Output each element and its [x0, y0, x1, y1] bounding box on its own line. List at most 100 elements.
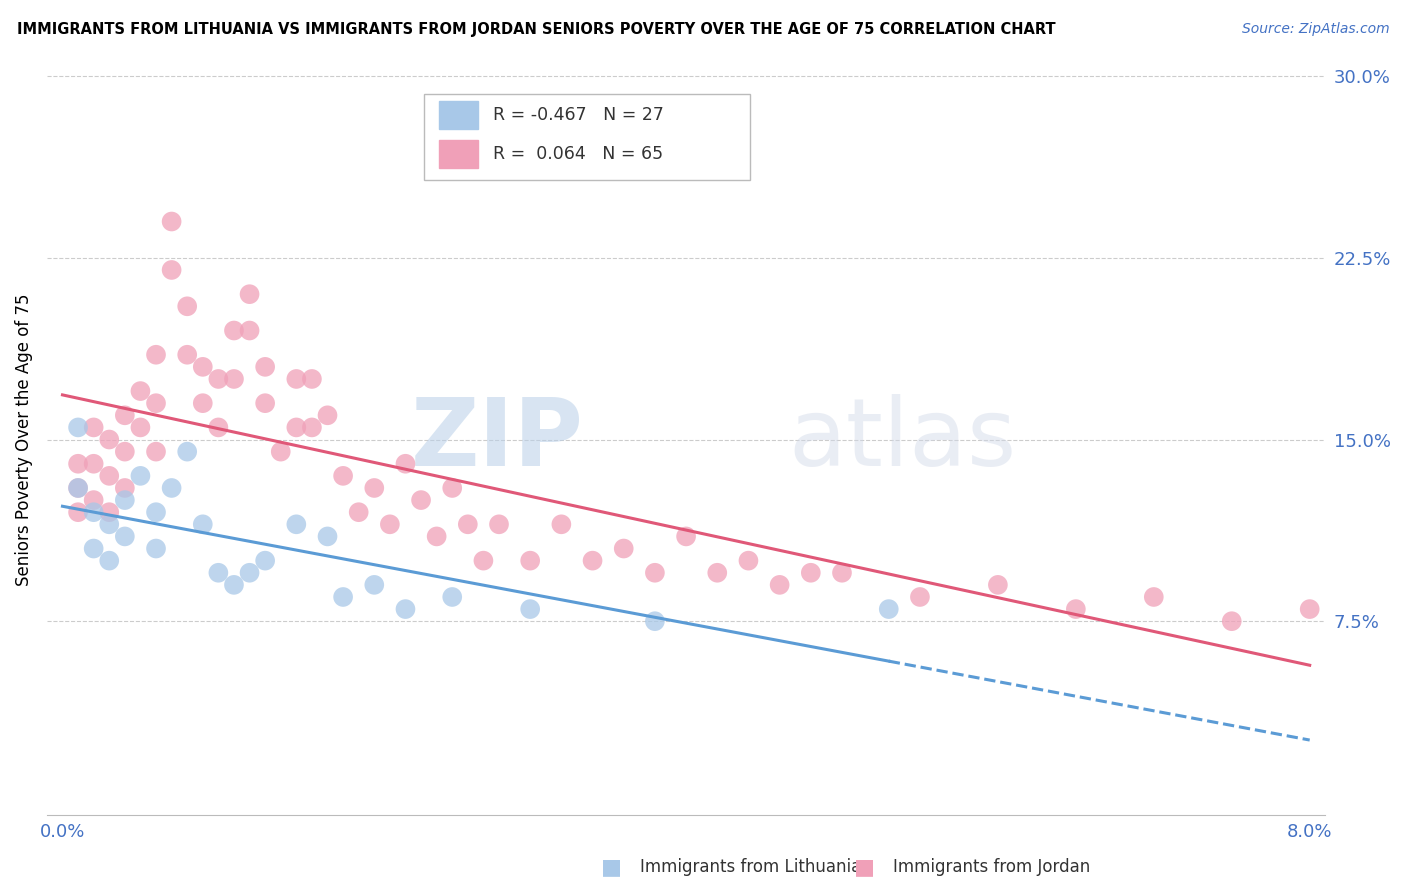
Point: [160, 214, 183, 228]
Point: [67, 457, 90, 471]
Text: R =  0.064   N = 65: R = 0.064 N = 65: [494, 145, 664, 163]
Point: [457, 517, 479, 532]
Point: [176, 348, 198, 362]
Point: [114, 493, 136, 508]
Point: [285, 517, 308, 532]
Y-axis label: Seniors Poverty Over the Age of 75: Seniors Poverty Over the Age of 75: [15, 293, 32, 586]
Point: [363, 481, 385, 495]
Point: [98, 554, 121, 568]
Point: [222, 324, 245, 338]
Point: [114, 444, 136, 458]
Point: [301, 420, 323, 434]
Point: [301, 372, 323, 386]
Point: [800, 566, 823, 580]
Point: [129, 384, 152, 398]
Point: [160, 481, 183, 495]
Point: [550, 517, 572, 532]
Point: [114, 529, 136, 543]
Point: [114, 409, 136, 423]
Point: [1220, 614, 1243, 628]
Point: [67, 481, 90, 495]
Point: [316, 409, 339, 423]
Point: [472, 554, 495, 568]
Point: [67, 481, 90, 495]
Point: [98, 468, 121, 483]
Point: [191, 359, 214, 374]
Text: Immigrants from Jordan: Immigrants from Jordan: [893, 858, 1090, 876]
Point: [254, 359, 277, 374]
Point: [83, 493, 105, 508]
Point: [83, 420, 105, 434]
Text: IMMIGRANTS FROM LITHUANIA VS IMMIGRANTS FROM JORDAN SENIORS POVERTY OVER THE AGE: IMMIGRANTS FROM LITHUANIA VS IMMIGRANTS …: [17, 22, 1056, 37]
Point: [129, 420, 152, 434]
Point: [191, 396, 214, 410]
Point: [316, 529, 339, 543]
Point: [238, 287, 260, 301]
Point: [769, 578, 792, 592]
Point: [254, 554, 277, 568]
Bar: [439, 140, 478, 169]
Point: [191, 517, 214, 532]
Point: [644, 614, 666, 628]
Point: [238, 566, 260, 580]
Point: [831, 566, 853, 580]
Point: [441, 481, 464, 495]
Point: [581, 554, 603, 568]
Point: [254, 396, 277, 410]
Point: [238, 324, 260, 338]
Point: [145, 396, 167, 410]
Point: [409, 493, 432, 508]
Point: [222, 372, 245, 386]
Point: [519, 602, 541, 616]
Point: [98, 505, 121, 519]
Point: [488, 517, 510, 532]
Text: R = -0.467   N = 27: R = -0.467 N = 27: [494, 106, 664, 124]
Point: [363, 578, 385, 592]
Point: [83, 505, 105, 519]
Point: [332, 590, 354, 604]
Point: [67, 420, 90, 434]
Point: [1064, 602, 1087, 616]
Point: [129, 468, 152, 483]
Point: [145, 541, 167, 556]
Point: [613, 541, 636, 556]
Bar: [439, 101, 478, 129]
Point: [285, 420, 308, 434]
Point: [83, 457, 105, 471]
Point: [394, 457, 416, 471]
Text: atlas: atlas: [789, 393, 1017, 485]
Point: [644, 566, 666, 580]
Point: [426, 529, 449, 543]
Point: [285, 372, 308, 386]
Point: [98, 517, 121, 532]
Point: [877, 602, 900, 616]
Point: [1299, 602, 1322, 616]
Point: [519, 554, 541, 568]
Point: [176, 299, 198, 313]
Point: [67, 505, 90, 519]
Point: [145, 444, 167, 458]
Text: Source: ZipAtlas.com: Source: ZipAtlas.com: [1241, 22, 1389, 37]
Point: [908, 590, 931, 604]
Point: [207, 566, 229, 580]
Point: [1143, 590, 1166, 604]
Point: [706, 566, 728, 580]
Text: ■: ■: [602, 857, 621, 877]
Point: [675, 529, 697, 543]
Point: [987, 578, 1010, 592]
Point: [176, 444, 198, 458]
Point: [737, 554, 759, 568]
Point: [114, 481, 136, 495]
Point: [98, 433, 121, 447]
Point: [207, 372, 229, 386]
Point: [441, 590, 464, 604]
Point: [347, 505, 370, 519]
Point: [145, 505, 167, 519]
Point: [332, 468, 354, 483]
Point: [145, 348, 167, 362]
Point: [270, 444, 292, 458]
Text: Immigrants from Lithuania: Immigrants from Lithuania: [640, 858, 860, 876]
Point: [378, 517, 401, 532]
Point: [207, 420, 229, 434]
Point: [394, 602, 416, 616]
